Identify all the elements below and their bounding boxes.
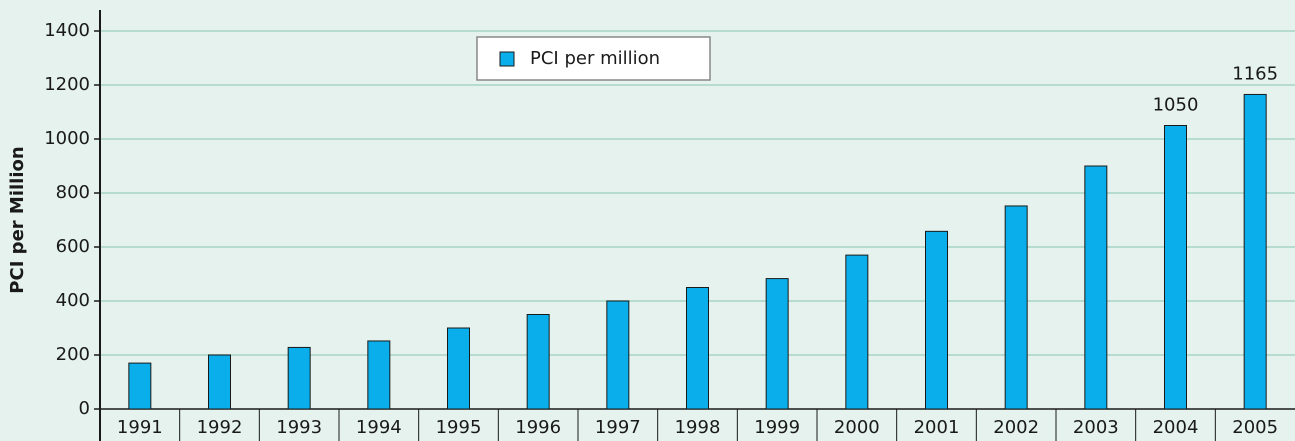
- x-tick-label: 2001: [914, 417, 960, 438]
- bar: [1004, 205, 1028, 410]
- bar: [845, 254, 869, 410]
- legend-box: [476, 36, 711, 81]
- bar: [367, 340, 391, 410]
- bar: [447, 327, 470, 410]
- bar: [1084, 165, 1108, 410]
- y-tick-label: 200: [56, 344, 90, 365]
- x-tick-label: 1995: [436, 417, 482, 438]
- x-tick-label: 2004: [1153, 417, 1199, 438]
- y-tick-label: 1200: [44, 74, 90, 95]
- x-tick-label: 2003: [1073, 417, 1119, 438]
- x-tick-label: 2000: [834, 417, 880, 438]
- data-label: 1165: [1232, 63, 1278, 84]
- bar: [208, 354, 231, 410]
- bar: [128, 362, 152, 410]
- bar: [526, 314, 550, 410]
- x-tick-label: 1998: [675, 417, 721, 438]
- x-tick-label: 2005: [1232, 417, 1278, 438]
- x-tick-label: 1999: [754, 417, 800, 438]
- x-tick-label: 1992: [197, 417, 243, 438]
- bar: [1164, 125, 1187, 410]
- y-axis-label: PCI per Million: [7, 146, 28, 293]
- y-tick-label: 400: [56, 290, 90, 311]
- y-tick-label: 1400: [44, 20, 90, 41]
- y-tick-label: 1000: [44, 128, 90, 149]
- bar: [765, 278, 789, 410]
- x-tick-label: 1997: [595, 417, 641, 438]
- bar: [1243, 93, 1267, 410]
- bar: [925, 230, 948, 410]
- x-tick-label: 1991: [117, 417, 163, 438]
- legend-swatch: [499, 51, 515, 67]
- y-tick-label: 800: [56, 182, 90, 203]
- x-tick-label: 1993: [276, 417, 322, 438]
- legend-label: PCI per million: [530, 48, 660, 69]
- x-tick-label: 1996: [515, 417, 561, 438]
- data-label: 1050: [1153, 95, 1199, 116]
- bar: [606, 300, 630, 410]
- y-tick-label: 0: [79, 398, 90, 419]
- y-tick-label: 600: [56, 236, 90, 257]
- bar: [686, 287, 709, 410]
- x-tick-label: 2002: [993, 417, 1039, 438]
- x-tick-label: 1994: [356, 417, 402, 438]
- bar: [287, 346, 311, 410]
